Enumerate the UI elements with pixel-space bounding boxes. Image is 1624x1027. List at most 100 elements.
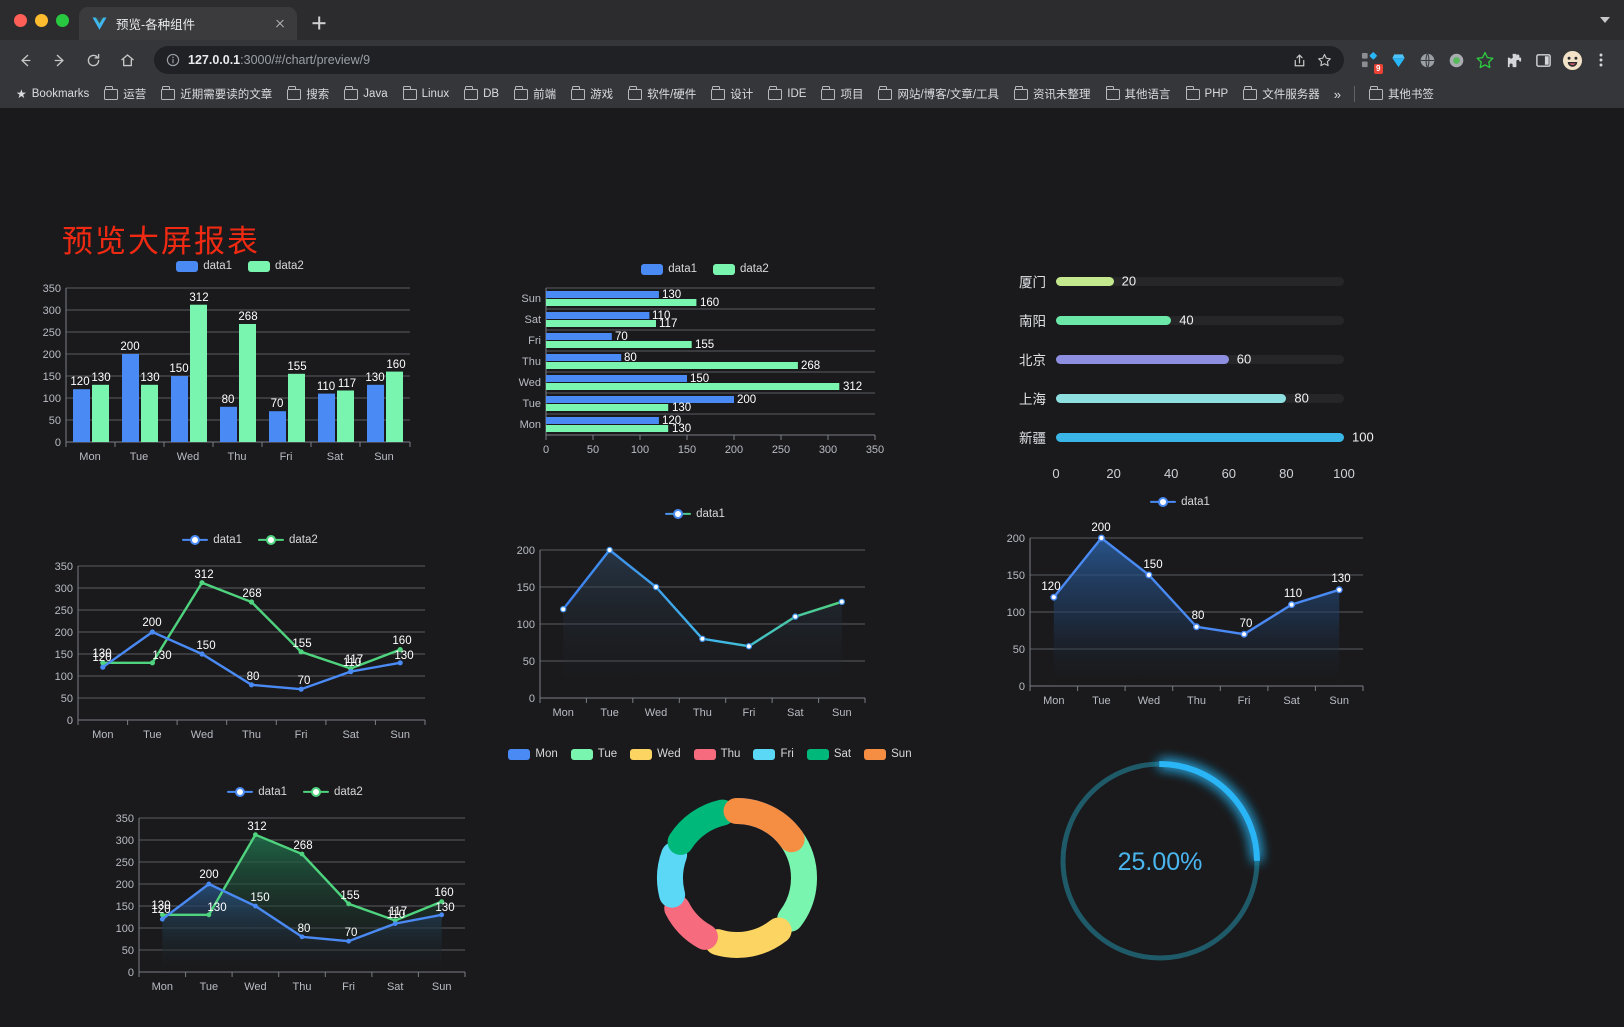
other-bookmarks-folder[interactable]: 其他书签 — [1362, 83, 1441, 105]
folder-icon — [402, 86, 417, 100]
progress-track[interactable]: 20 — [1056, 274, 1344, 289]
bookmark-folder[interactable]: PHP — [1179, 85, 1236, 103]
reload-icon[interactable] — [78, 45, 108, 75]
profile-avatar[interactable] — [1559, 47, 1585, 73]
globe-icon[interactable] — [1414, 47, 1440, 73]
svg-text:Sun: Sun — [432, 981, 452, 993]
forward-arrow-icon[interactable] — [44, 45, 74, 75]
vue-logo-icon — [91, 16, 107, 32]
bookmark-folder[interactable]: 网站/博客/文章/工具 — [871, 83, 1006, 105]
donut-slice-fri[interactable] — [656, 797, 818, 959]
legend-item-mon[interactable]: Mon — [508, 748, 558, 760]
legend-swatch — [182, 534, 209, 546]
diamond-icon[interactable] — [1385, 47, 1411, 73]
legend-item-sat[interactable]: Sat — [806, 748, 851, 760]
folder-icon — [768, 86, 783, 100]
legend-item-data2[interactable]: data2 — [713, 263, 769, 275]
bookmarks-overflow-button[interactable]: » — [1333, 86, 1341, 102]
legend-item-tue[interactable]: Tue — [570, 748, 618, 760]
bookmark-folder[interactable]: 近期需要读的文章 — [154, 83, 279, 105]
bookmark-folder[interactable]: 游戏 — [564, 83, 620, 105]
svg-text:100: 100 — [631, 444, 649, 456]
progress-track[interactable]: 100 — [1056, 430, 1374, 445]
back-arrow-icon[interactable] — [10, 45, 40, 75]
svg-text:Mon: Mon — [152, 981, 173, 993]
donut-slice-thu[interactable] — [646, 787, 828, 969]
bookmark-folder[interactable]: 其他语言 — [1099, 83, 1178, 105]
maximize-window-button[interactable] — [56, 13, 69, 27]
chevron-down-icon[interactable] — [1600, 17, 1610, 23]
series-points-data2 — [100, 580, 403, 672]
legend-item-data1[interactable]: data1 — [176, 260, 232, 272]
legend-swatch — [864, 748, 887, 760]
circle-green-icon[interactable] — [1443, 47, 1469, 73]
svg-text:250: 250 — [55, 605, 73, 617]
legend-item-data1[interactable]: data1 — [641, 263, 697, 275]
svg-text:50: 50 — [61, 693, 73, 705]
legend-label: Tue — [597, 748, 618, 760]
bookmark-folder[interactable]: IDE — [761, 85, 813, 103]
legend-item-data1[interactable]: data1 — [665, 508, 725, 520]
x-tick-labels: 0 20 40 60 80 100 — [1052, 466, 1354, 488]
three-dot-menu-icon[interactable] — [1588, 47, 1614, 73]
donut-slice-sat[interactable] — [644, 785, 829, 970]
info-circle-icon[interactable] — [166, 53, 180, 67]
bookmark-folder[interactable]: 设计 — [704, 83, 760, 105]
legend-item-data2[interactable]: data2 — [248, 260, 304, 272]
x-tick-labels: Mon Tue Wed Thu Fri Sat Sun — [1043, 695, 1349, 707]
svg-text:200: 200 — [199, 869, 218, 881]
svg-text:Sat: Sat — [342, 729, 359, 741]
bookmark-folder[interactable]: Linux — [396, 85, 457, 103]
bookmark-folder[interactable]: 前端 — [507, 83, 563, 105]
bookmarks-root[interactable]: ★ Bookmarks — [9, 84, 96, 104]
sidepanel-icon[interactable] — [1530, 47, 1556, 73]
bookmark-folder[interactable]: 文件服务器 — [1236, 83, 1327, 105]
bookmark-folder[interactable]: Java — [337, 85, 394, 103]
y-gridlines — [66, 287, 410, 421]
browser-tab[interactable]: 预览-各种组件 — [79, 7, 297, 40]
legend-item-sun[interactable]: Sun — [864, 748, 912, 760]
extension-grid-icon[interactable]: 9 — [1356, 47, 1383, 74]
puzzle-icon[interactable] — [1501, 47, 1527, 73]
bookmark-folder[interactable]: DB — [457, 85, 506, 103]
legend-item-data1[interactable]: data1 — [182, 534, 242, 546]
home-icon[interactable] — [112, 45, 142, 75]
legend-item-fri[interactable]: Fri — [753, 748, 794, 760]
legend-item-wed[interactable]: Wed — [630, 748, 681, 760]
legend-item-data1[interactable]: data1 — [1150, 496, 1210, 508]
svg-text:155: 155 — [287, 361, 306, 373]
bookmark-folder[interactable]: 搜索 — [280, 83, 336, 105]
legend-swatch — [641, 263, 664, 275]
share-icon[interactable] — [1292, 53, 1307, 68]
donut-slice-sun[interactable] — [657, 798, 817, 958]
legend-item-data2[interactable]: data2 — [258, 534, 318, 546]
progress-track[interactable]: 60 — [1056, 352, 1344, 367]
bookmark-label: 前端 — [533, 89, 557, 101]
legend-item-thu[interactable]: Thu — [693, 748, 740, 760]
close-window-button[interactable] — [14, 13, 27, 27]
bookmark-folder[interactable]: 项目 — [814, 83, 870, 105]
donut-slice-wed[interactable] — [643, 784, 831, 972]
star-outline-green-icon[interactable] — [1472, 47, 1498, 73]
svg-text:80: 80 — [298, 923, 311, 935]
window-traffic-lights[interactable] — [10, 0, 79, 40]
legend-item-data2[interactable]: data2 — [303, 786, 363, 798]
progress-track[interactable]: 40 — [1056, 313, 1344, 328]
svg-text:Sun: Sun — [374, 451, 394, 463]
close-icon[interactable] — [271, 15, 289, 33]
bookmark-folder[interactable]: 运营 — [97, 83, 153, 105]
progress-track[interactable]: 80 — [1056, 391, 1344, 406]
bookmark-label: 运营 — [123, 89, 147, 101]
legend-item-data1[interactable]: data1 — [227, 786, 287, 798]
svg-text:150: 150 — [678, 444, 696, 456]
bookmark-star-icon[interactable] — [1317, 53, 1332, 68]
x-tick: 100 — [1333, 466, 1355, 481]
x-tick: 40 — [1163, 466, 1179, 481]
new-tab-button[interactable] — [305, 9, 333, 37]
legend-label: Mon — [535, 748, 558, 760]
svg-text:Fri: Fri — [528, 335, 541, 347]
address-bar[interactable]: 127.0.0.1:3000/#/chart/preview/9 — [154, 46, 1344, 74]
minimize-window-button[interactable] — [35, 13, 48, 27]
bookmark-folder[interactable]: 资讯未整理 — [1007, 83, 1098, 105]
bookmark-folder[interactable]: 软件/硬件 — [621, 83, 703, 105]
